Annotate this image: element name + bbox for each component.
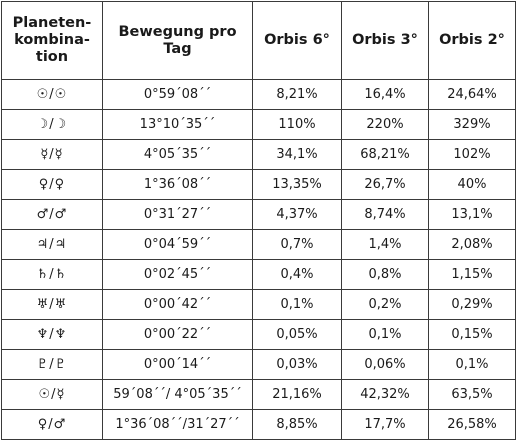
orbis-3-cell: 0,1% <box>341 319 429 350</box>
header-movement-line: Bewegung pro <box>118 23 237 40</box>
orbis-6-cell: 13,35% <box>252 169 342 200</box>
header-planet-combination-line: tion <box>35 49 69 65</box>
orbis-2-cell: 13,1% <box>428 199 516 230</box>
movement-cell: 4°05´35´´ <box>102 139 253 170</box>
orbis-2-cell: 0,15% <box>428 319 516 350</box>
header-movement-line: Tag <box>163 40 192 57</box>
table-row: ☿/☿ 4°05´35´´ 34,1% 68,21% 102% <box>1 139 516 170</box>
orbis-6-cell: 0,03% <box>252 349 342 380</box>
table-row: ♀/♂ 1°36´08´´/31´27´´ 8,85% 17,7% 26,58% <box>1 409 516 440</box>
movement-cell: 13°10´35´´ <box>102 109 253 140</box>
header-planet-combination: Planeten- kombina- tion <box>1 1 103 80</box>
orbis-3-cell: 0,2% <box>341 289 429 320</box>
orbis-2-cell: 24,64% <box>428 79 516 110</box>
orbis-6-cell: 4,37% <box>252 199 342 230</box>
header-planet-combination-line: Planeten- <box>12 15 92 31</box>
orbis-2-cell: 329% <box>428 109 516 140</box>
orbis-3-cell: 42,32% <box>341 379 429 410</box>
movement-cell: 0°59´08´´ <box>102 79 253 110</box>
orbis-2-cell: 40% <box>428 169 516 200</box>
orbis-3-cell: 8,74% <box>341 199 429 230</box>
orbis-6-cell: 0,1% <box>252 289 342 320</box>
planet-combination-cell: ♅/♅ <box>1 289 103 320</box>
orbis-2-cell: 2,08% <box>428 229 516 260</box>
orbis-2-cell: 63,5% <box>428 379 516 410</box>
planet-combination-cell: ♀/♀ <box>1 169 103 200</box>
table-row: ♅/♅ 0°00´42´´ 0,1% 0,2% 0,29% <box>1 289 516 320</box>
movement-cell: 0°00´14´´ <box>102 349 253 380</box>
orbis-3-cell: 1,4% <box>341 229 429 260</box>
movement-cell: 0°04´59´´ <box>102 229 253 260</box>
table-row: ♃/♃ 0°04´59´´ 0,7% 1,4% 2,08% <box>1 229 516 260</box>
table-row: ♆/♆ 0°00´22´´ 0,05% 0,1% 0,15% <box>1 319 516 350</box>
header-movement-per-day: Bewegung pro Tag <box>102 1 253 80</box>
planet-combination-cell: ♀/♂ <box>1 409 103 440</box>
table-row: ♇/♇ 0°00´14´´ 0,03% 0,06% 0,1% <box>1 349 516 380</box>
movement-cell: 59´08´´/ 4°05´35´´ <box>102 379 253 410</box>
planet-combination-cell: ☉/☉ <box>1 79 103 110</box>
orbis-3-cell: 220% <box>341 109 429 140</box>
orbis-3-cell: 16,4% <box>341 79 429 110</box>
movement-cell: 0°31´27´´ <box>102 199 253 230</box>
movement-cell: 0°02´45´´ <box>102 259 253 290</box>
planet-combination-cell: ♇/♇ <box>1 349 103 380</box>
table-row: ♄/♄ 0°02´45´´ 0,4% 0,8% 1,15% <box>1 259 516 290</box>
planet-combination-cell: ♂/♂ <box>1 199 103 230</box>
header-orbis-2: Orbis 2° <box>428 1 516 80</box>
orbis-3-cell: 68,21% <box>341 139 429 170</box>
planet-combination-cell: ☽/☽ <box>1 109 103 140</box>
table-row: ☉/☿ 59´08´´/ 4°05´35´´ 21,16% 42,32% 63,5% <box>1 379 516 410</box>
planet-combination-cell: ♃/♃ <box>1 229 103 260</box>
orbis-6-cell: 34,1% <box>252 139 342 170</box>
planet-combination-cell: ☿/☿ <box>1 139 103 170</box>
orbis-3-cell: 0,8% <box>341 259 429 290</box>
orbis-6-cell: 8,21% <box>252 79 342 110</box>
orbis-6-cell: 0,7% <box>252 229 342 260</box>
orbis-2-cell: 26,58% <box>428 409 516 440</box>
orbis-6-cell: 110% <box>252 109 342 140</box>
movement-cell: 1°36´08´´ <box>102 169 253 200</box>
orbis-6-cell: 0,4% <box>252 259 342 290</box>
table-row: ☉/☉ 0°59´08´´ 8,21% 16,4% 24,64% <box>1 79 516 110</box>
orbis-6-cell: 0,05% <box>252 319 342 350</box>
movement-cell: 1°36´08´´/31´27´´ <box>102 409 253 440</box>
orbis-6-cell: 21,16% <box>252 379 342 410</box>
table-row: ♀/♀ 1°36´08´´ 13,35% 26,7% 40% <box>1 169 516 200</box>
header-planet-combination-line: kombina- <box>14 32 90 48</box>
planet-combination-cell: ♄/♄ <box>1 259 103 290</box>
orbis-6-cell: 8,85% <box>252 409 342 440</box>
table-body: ☉/☉ 0°59´08´´ 8,21% 16,4% 24,64% ☽/☽ 13°10´35´… <box>1 79 516 440</box>
header-orbis-6: Orbis 6° <box>252 1 342 80</box>
movement-cell: 0°00´42´´ <box>102 289 253 320</box>
orbis-3-cell: 0,06% <box>341 349 429 380</box>
planet-combination-cell: ☉/☿ <box>1 379 103 410</box>
movement-cell: 0°00´22´´ <box>102 319 253 350</box>
table-row: ☽/☽ 13°10´35´´ 110% 220% 329% <box>1 109 516 140</box>
planet-combination-cell: ♆/♆ <box>1 319 103 350</box>
header-row: Planeten- kombina- tion Bewegung pro Tag… <box>1 1 516 80</box>
orbis-3-cell: 17,7% <box>341 409 429 440</box>
orbis-2-cell: 0,1% <box>428 349 516 380</box>
table-row: ♂/♂ 0°31´27´´ 4,37% 8,74% 13,1% <box>1 199 516 230</box>
orbis-2-cell: 102% <box>428 139 516 170</box>
orbis-2-cell: 0,29% <box>428 289 516 320</box>
orbis-3-cell: 26,7% <box>341 169 429 200</box>
header-orbis-3: Orbis 3° <box>341 1 429 80</box>
orbis-2-cell: 1,15% <box>428 259 516 290</box>
